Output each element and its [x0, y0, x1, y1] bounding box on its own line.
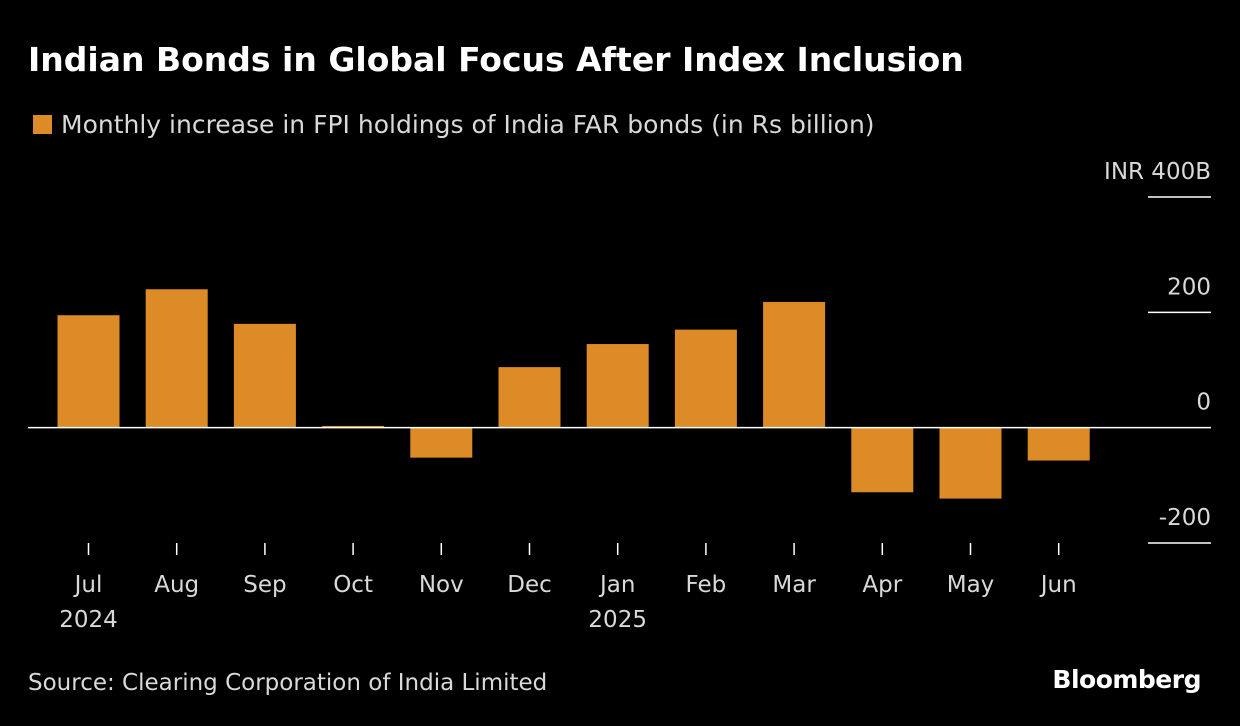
y-tick-label: 0	[1196, 390, 1211, 416]
x-tick-label: Nov	[419, 572, 464, 598]
x-tick-label: Mar	[772, 572, 816, 598]
x-year-label: 2024	[59, 607, 118, 633]
bar	[851, 427, 914, 493]
bloomberg-logo: Bloomberg	[1052, 665, 1201, 694]
bar	[145, 289, 208, 428]
bar	[763, 301, 826, 428]
bar	[498, 367, 561, 428]
bar	[1027, 427, 1090, 461]
x-tick-label: Feb	[686, 572, 727, 598]
y-tick-label: 200	[1167, 274, 1211, 300]
chart-title: Indian Bonds in Global Focus After Index…	[28, 40, 964, 79]
legend-swatch	[33, 115, 52, 134]
y-tick-label: -200	[1159, 505, 1211, 531]
x-tick-label: Aug	[154, 572, 199, 598]
bar	[233, 323, 296, 428]
bar	[939, 427, 1002, 499]
x-tick-label: Dec	[507, 572, 552, 598]
source-note: Source: Clearing Corporation of India Li…	[28, 670, 548, 696]
x-tick-label: Jun	[1039, 572, 1077, 598]
legend-label: Monthly increase in FPI holdings of Indi…	[61, 110, 875, 139]
y-tick-label: INR 400B	[1104, 159, 1211, 185]
bar	[586, 344, 649, 428]
bar	[322, 425, 385, 428]
x-tick-label: Jul	[73, 572, 103, 598]
bar	[410, 427, 473, 458]
x-year-label: 2025	[588, 607, 647, 633]
x-tick-label: Apr	[862, 572, 902, 598]
x-tick-label: Sep	[243, 572, 286, 598]
x-tick-label: Oct	[333, 572, 373, 598]
x-tick-label: Jan	[598, 572, 635, 598]
bar	[674, 329, 737, 428]
x-tick-label: May	[947, 572, 995, 598]
legend: Monthly increase in FPI holdings of Indi…	[33, 110, 875, 139]
bar	[57, 315, 120, 428]
